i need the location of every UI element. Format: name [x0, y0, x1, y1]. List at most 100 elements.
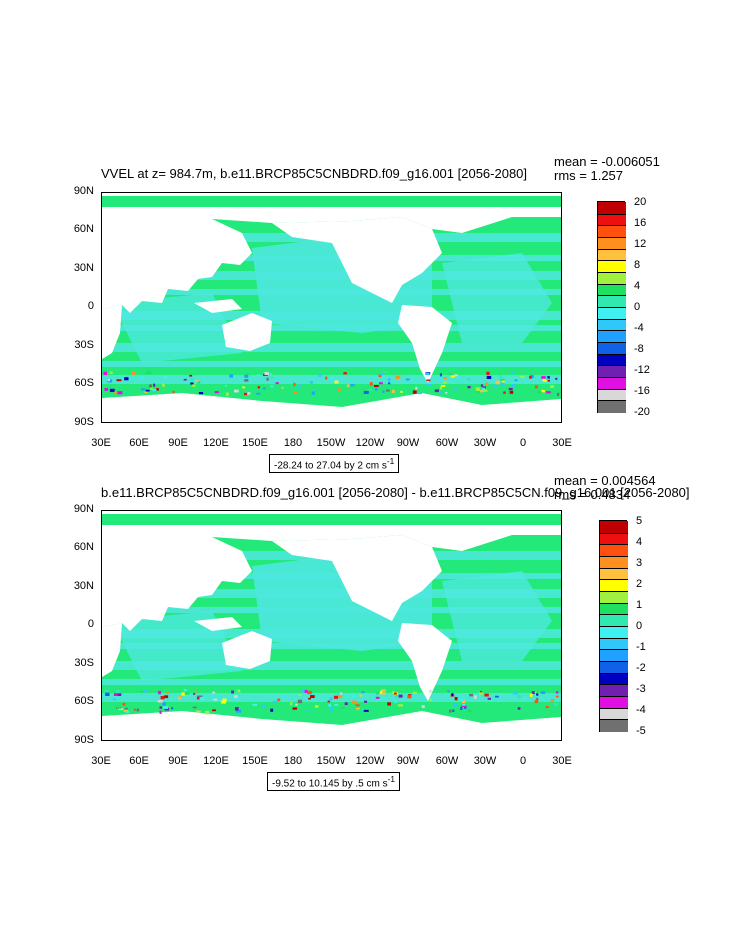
land-mass	[102, 207, 561, 233]
field-speckle	[339, 692, 343, 695]
field-speckle	[395, 695, 398, 698]
field-speckle	[113, 693, 118, 696]
field-speckle	[192, 384, 196, 387]
field-speckle	[479, 692, 483, 695]
field-speckle	[449, 709, 452, 713]
field-speckle	[350, 384, 355, 387]
field-speckle	[136, 708, 140, 712]
field-speckle	[199, 696, 205, 701]
panel-2-mean: mean = 0.004564	[554, 473, 656, 488]
panel-2-range-unit: -1	[387, 774, 396, 784]
field-speckle	[275, 382, 279, 385]
colorbar-swatch	[600, 532, 628, 546]
panel-2-colorbar-label: -4	[636, 704, 646, 716]
field-speckle	[334, 380, 338, 383]
panel-1-xtick: 30W	[473, 437, 497, 449]
field-speckle	[361, 708, 365, 711]
ocean-band	[442, 253, 552, 343]
field-speckle	[462, 704, 466, 706]
field-speckle	[542, 378, 547, 382]
colorbar-swatch	[600, 684, 628, 697]
field-speckle	[514, 379, 518, 382]
field-speckle	[139, 690, 144, 693]
field-speckle	[501, 380, 505, 384]
field-speckle	[540, 691, 546, 694]
field-speckle	[454, 374, 458, 377]
field-speckle	[242, 386, 246, 389]
field-speckle	[194, 380, 200, 382]
field-speckle	[374, 385, 379, 387]
panel-1-xtick: 30E	[91, 437, 111, 449]
field-speckle	[352, 695, 356, 697]
panel-1-ytick: 30N	[73, 262, 94, 274]
field-speckle	[157, 700, 163, 703]
field-speckle	[398, 694, 403, 698]
field-speckle	[162, 702, 166, 706]
field-speckle	[517, 707, 521, 710]
field-speckle	[394, 701, 397, 703]
field-speckle	[445, 391, 448, 394]
panel-2-ytick: 30S	[74, 657, 94, 669]
field-speckle	[347, 384, 350, 387]
panel-2-xtick: 60W	[435, 755, 459, 767]
colorbar-swatch	[600, 707, 628, 721]
field-speckle	[109, 371, 113, 374]
field-speckle	[334, 704, 339, 706]
field-speckle	[328, 703, 331, 707]
field-speckle	[194, 690, 198, 693]
field-speckle	[231, 690, 234, 694]
field-speckle	[495, 380, 500, 385]
land-mass	[102, 623, 122, 677]
field-speckle	[547, 379, 550, 382]
field-speckle	[297, 385, 301, 389]
panel-1-title: VVEL at z= 984.7m, b.e11.BRCP85C5CNBDRD.…	[101, 166, 528, 181]
field-speckle	[171, 707, 174, 710]
field-speckle	[117, 693, 122, 696]
colorbar-swatch	[600, 696, 628, 709]
field-speckle	[310, 695, 315, 698]
field-speckle	[364, 700, 368, 703]
field-speckle	[116, 706, 122, 709]
panel-1-xtick: 120W	[355, 437, 385, 449]
field-speckle	[394, 692, 397, 695]
field-speckle	[475, 387, 480, 391]
panel-2-xtick: 60E	[129, 755, 149, 767]
field-speckle	[509, 390, 514, 394]
field-speckle	[234, 389, 239, 393]
land-mass	[272, 535, 442, 621]
field-speckle	[450, 375, 455, 378]
field-speckle	[363, 709, 369, 712]
panel-1-colorbar-label: 8	[634, 259, 641, 271]
field-speckle	[546, 391, 551, 394]
field-speckle	[225, 384, 228, 387]
panel-1-ytick: 0	[87, 300, 94, 312]
panel-1-colorbar-label: 12	[634, 238, 647, 250]
panel-2-xtick: 30W	[473, 755, 497, 767]
field-speckle	[356, 707, 360, 710]
panel-2-ytick: 90N	[73, 503, 94, 515]
colorbar-swatch	[600, 579, 628, 592]
field-speckle	[164, 376, 167, 379]
colorbar-swatch	[598, 260, 626, 273]
panel-1-colorbar-label: 20	[634, 196, 647, 208]
panel-1-xtick: 150W	[316, 437, 346, 449]
field-speckle	[438, 392, 442, 395]
panel-2-map	[101, 510, 562, 741]
land-mass	[194, 299, 242, 313]
field-speckle	[244, 374, 249, 378]
field-speckle	[330, 377, 333, 380]
colorbar-swatch	[598, 248, 626, 262]
field-speckle	[461, 704, 467, 707]
panel-2-colorbar-label: -3	[636, 683, 646, 695]
field-speckle	[145, 389, 150, 392]
field-speckle	[189, 374, 193, 377]
field-speckle	[467, 386, 471, 389]
land-mass	[102, 393, 561, 422]
field-speckle	[400, 390, 403, 393]
field-speckle	[104, 689, 109, 693]
field-speckle	[229, 374, 233, 378]
field-speckle	[536, 693, 539, 696]
field-speckle	[318, 373, 322, 377]
field-speckle	[297, 699, 303, 704]
panel-2-xtick: 90W	[396, 755, 420, 767]
